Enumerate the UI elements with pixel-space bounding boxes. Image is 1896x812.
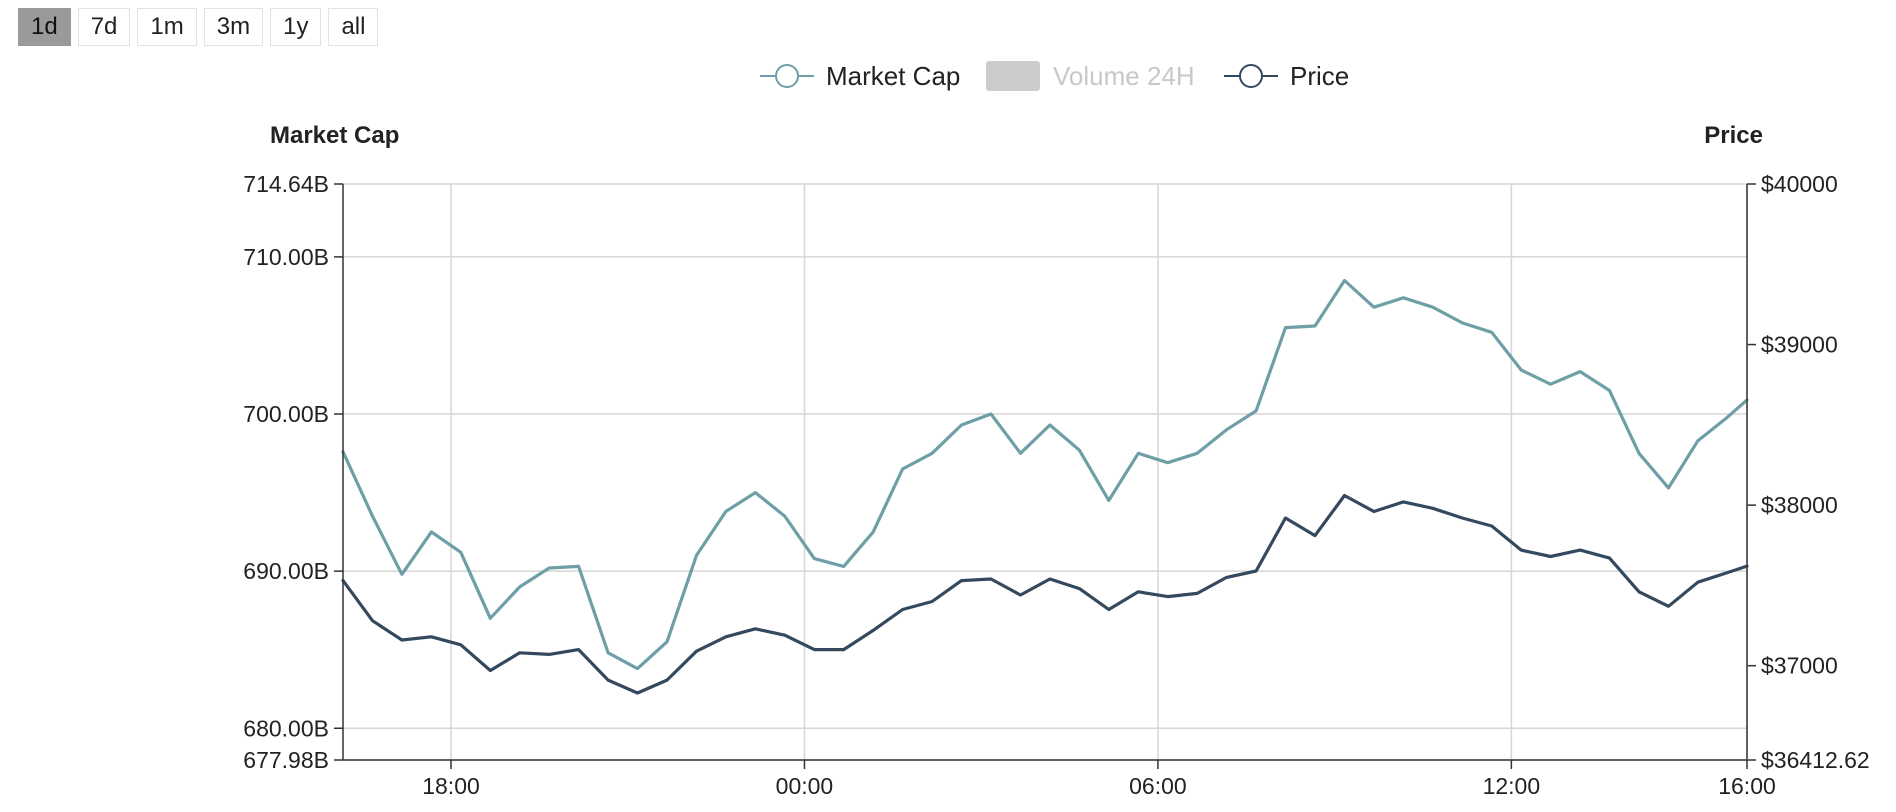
volume-legend-swatch	[986, 61, 1040, 91]
x-tick-label: 18:00	[422, 773, 480, 799]
range-button-1m[interactable]: 1m	[137, 8, 197, 46]
series-lines	[341, 278, 1749, 695]
market-cap-legend-marker	[775, 64, 799, 88]
market-cap-series-line	[341, 278, 1749, 671]
time-range-selector: 1d 7d 1m 3m 1y all	[18, 8, 379, 46]
x-tick-label: 16:00	[1718, 773, 1776, 799]
range-button-7d[interactable]: 7d	[77, 8, 131, 46]
left-tick-label: 700.00B	[243, 401, 329, 427]
left-tick-label: 680.00B	[243, 715, 329, 741]
range-button-1d[interactable]: 1d	[18, 8, 71, 46]
left-tick-label: 714.64B	[243, 171, 329, 197]
right-axis-title: Price	[1704, 122, 1763, 149]
legend-item-price[interactable]: Price	[1224, 61, 1349, 91]
left-tick-label: 710.00B	[243, 244, 329, 270]
left-tick-label: 677.98B	[243, 747, 329, 773]
grid	[334, 183, 1756, 769]
right-tick-label: $37000	[1761, 653, 1838, 679]
price-legend-marker	[1239, 64, 1263, 88]
right-tick-label: $38000	[1761, 492, 1838, 518]
legend-label-volume-24h: Volume 24H	[1053, 61, 1195, 91]
legend-label-price: Price	[1290, 61, 1349, 91]
legend-item-volume-24h[interactable]: Volume 24H	[986, 61, 1195, 91]
right-tick-label: $39000	[1761, 332, 1838, 358]
left-tick-label: 690.00B	[243, 558, 329, 584]
x-tick-label: 06:00	[1129, 773, 1187, 799]
right-tick-label: $40000	[1761, 171, 1838, 197]
legend-label-market-cap: Market Cap	[826, 61, 960, 91]
range-button-all[interactable]: all	[328, 8, 379, 46]
legend-item-market-cap[interactable]: Market Cap	[760, 61, 960, 91]
axes	[342, 184, 1748, 761]
range-button-3m[interactable]: 3m	[203, 8, 264, 46]
left-axis-title: Market Cap	[270, 122, 399, 149]
range-button-1y[interactable]: 1y	[270, 8, 322, 46]
right-tick-label: $36412.62	[1761, 747, 1870, 773]
x-tick-label: 00:00	[776, 773, 834, 799]
x-tick-label: 12:00	[1483, 773, 1541, 799]
price-series-line	[341, 493, 1749, 695]
tick-labels: 714.64B 710.00B 700.00B 690.00B 680.00B 677.9…	[243, 171, 1869, 799]
legend: Market Cap Volume 24H Price	[760, 61, 1349, 91]
